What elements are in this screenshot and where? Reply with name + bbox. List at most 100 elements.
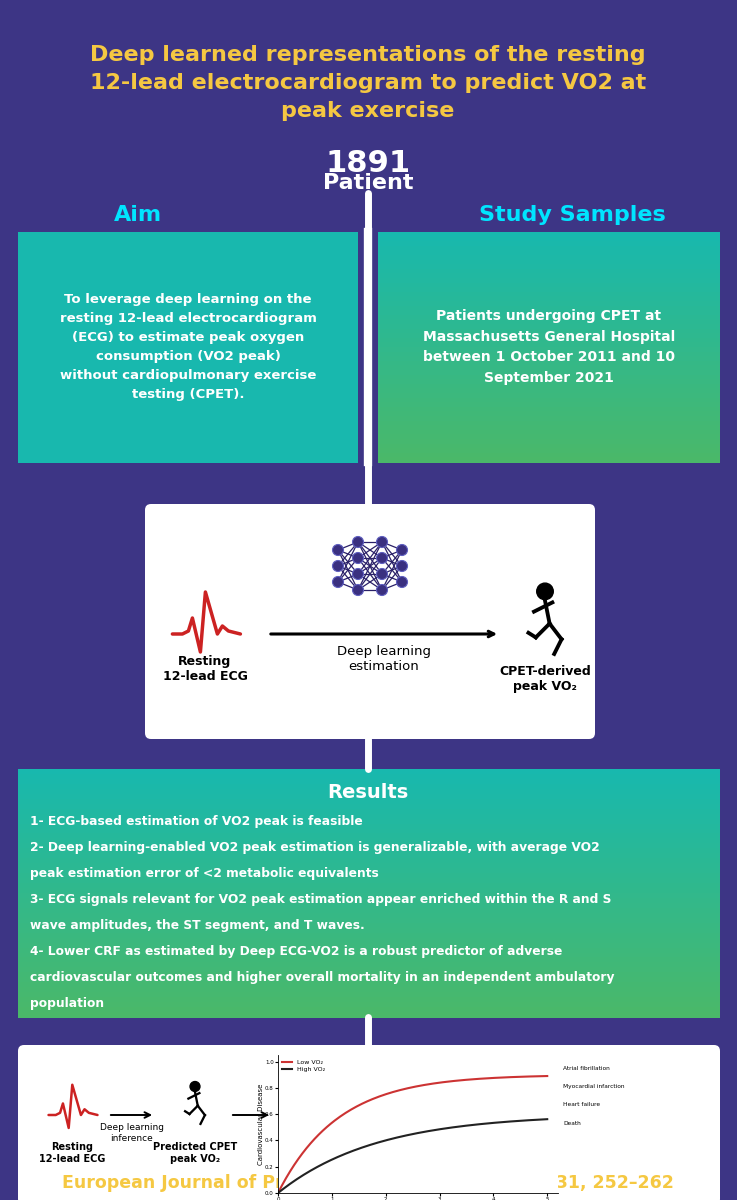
Circle shape bbox=[332, 576, 343, 588]
Circle shape bbox=[377, 536, 388, 547]
Bar bbox=[18, 301, 358, 306]
High VO₂ bbox=[273, 1186, 282, 1200]
Text: population: population bbox=[30, 997, 104, 1010]
Bar bbox=[378, 236, 720, 241]
Bar bbox=[18, 269, 358, 274]
Bar bbox=[18, 888, 720, 894]
Low VO₂ bbox=[529, 1069, 538, 1084]
FancyBboxPatch shape bbox=[18, 1045, 720, 1200]
Bar bbox=[18, 769, 720, 774]
Circle shape bbox=[352, 584, 363, 595]
Circle shape bbox=[377, 584, 388, 595]
High VO₂ bbox=[284, 1177, 293, 1192]
Bar bbox=[378, 342, 720, 348]
Bar bbox=[378, 274, 720, 278]
Bar bbox=[18, 420, 358, 426]
Text: Heart failure: Heart failure bbox=[563, 1103, 601, 1108]
Bar bbox=[18, 834, 720, 839]
Line: Low VO₂: Low VO₂ bbox=[278, 1076, 548, 1193]
Y-axis label: Cardiovascular Disease: Cardiovascular Disease bbox=[258, 1084, 264, 1165]
Circle shape bbox=[397, 576, 408, 588]
FancyBboxPatch shape bbox=[145, 504, 595, 739]
Bar bbox=[378, 448, 720, 454]
Bar bbox=[378, 392, 720, 398]
Bar bbox=[18, 407, 358, 412]
Bar bbox=[18, 319, 358, 324]
Bar bbox=[18, 788, 720, 794]
Bar bbox=[18, 814, 720, 820]
Text: Deep learning
inference: Deep learning inference bbox=[100, 1123, 164, 1142]
Bar bbox=[18, 389, 358, 394]
Bar bbox=[378, 457, 720, 462]
Bar bbox=[378, 337, 720, 343]
Bar bbox=[18, 967, 720, 973]
Bar bbox=[18, 943, 720, 948]
Bar bbox=[18, 310, 358, 316]
Bar bbox=[18, 287, 358, 293]
Bar bbox=[18, 774, 720, 780]
Bar bbox=[18, 365, 358, 371]
Circle shape bbox=[397, 545, 408, 556]
Text: Atrial fibrillation: Atrial fibrillation bbox=[563, 1066, 610, 1070]
Legend: Low VO₂, High VO₂: Low VO₂, High VO₂ bbox=[281, 1058, 326, 1073]
Bar bbox=[18, 314, 358, 320]
Bar bbox=[18, 264, 358, 269]
Bar bbox=[378, 361, 720, 366]
Bar bbox=[18, 983, 720, 988]
Circle shape bbox=[352, 536, 363, 547]
Bar bbox=[18, 818, 720, 824]
Bar bbox=[378, 347, 720, 352]
Bar bbox=[378, 241, 720, 246]
Bar bbox=[378, 319, 720, 324]
Bar bbox=[18, 254, 358, 260]
Bar bbox=[378, 389, 720, 394]
Text: Resting
12-lead ECG: Resting 12-lead ECG bbox=[39, 1142, 105, 1164]
Bar bbox=[18, 324, 358, 329]
Bar bbox=[18, 236, 358, 241]
Bar bbox=[378, 370, 720, 376]
Bar bbox=[18, 241, 358, 246]
Bar bbox=[18, 863, 720, 869]
Bar bbox=[18, 977, 720, 983]
Bar bbox=[378, 254, 720, 260]
Bar bbox=[18, 898, 720, 904]
Bar bbox=[18, 902, 720, 908]
Bar bbox=[378, 425, 720, 431]
Bar bbox=[18, 342, 358, 348]
Bar bbox=[18, 848, 720, 854]
Bar bbox=[18, 392, 358, 398]
Bar bbox=[378, 384, 720, 389]
Bar bbox=[18, 384, 358, 389]
Bar bbox=[378, 232, 720, 238]
Text: Myocardial infarction: Myocardial infarction bbox=[563, 1084, 625, 1090]
Bar bbox=[18, 425, 358, 431]
Bar bbox=[18, 958, 720, 962]
High VO₂ bbox=[529, 1112, 538, 1127]
Bar bbox=[18, 853, 720, 859]
Bar bbox=[18, 923, 720, 929]
Text: Patient: Patient bbox=[323, 173, 413, 193]
Text: 2- Deep learning-enabled VO2 peak estimation is generalizable, with average VO2: 2- Deep learning-enabled VO2 peak estima… bbox=[30, 841, 600, 854]
Bar bbox=[18, 804, 720, 809]
Bar bbox=[18, 794, 720, 799]
Bar bbox=[18, 809, 720, 814]
Bar bbox=[378, 416, 720, 421]
Circle shape bbox=[352, 552, 363, 564]
Bar bbox=[18, 874, 720, 878]
Bar bbox=[378, 278, 720, 283]
Bar bbox=[18, 918, 720, 923]
Bar bbox=[18, 444, 358, 449]
Text: Deep learning
estimation: Deep learning estimation bbox=[337, 646, 431, 673]
Bar bbox=[378, 314, 720, 320]
Bar bbox=[378, 292, 720, 296]
Text: Study Samples: Study Samples bbox=[478, 205, 666, 226]
Bar bbox=[18, 878, 720, 883]
Bar bbox=[18, 937, 720, 943]
Bar bbox=[378, 306, 720, 311]
Bar bbox=[18, 992, 720, 997]
Bar bbox=[378, 301, 720, 306]
Bar bbox=[18, 259, 358, 265]
Bar bbox=[378, 430, 720, 434]
Bar bbox=[18, 779, 720, 785]
Bar bbox=[378, 269, 720, 274]
